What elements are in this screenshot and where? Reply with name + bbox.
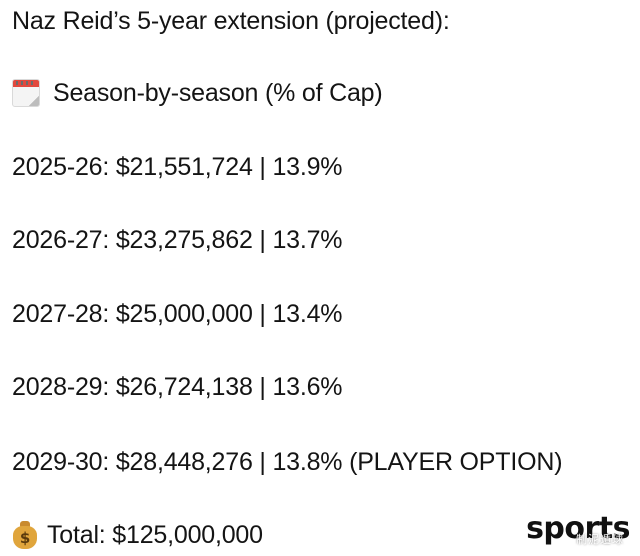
watermark-subtext: 制泥遁球 bbox=[576, 533, 624, 546]
section-label: Season-by-season (% of Cap) bbox=[53, 79, 383, 107]
total-line: $ Total: $125,000,000 bbox=[12, 520, 263, 550]
section-heading: Season-by-season (% of Cap) bbox=[12, 78, 383, 108]
watermark: sports 制泥遁球 bbox=[526, 514, 630, 546]
season-row-2026-27: 2026-27: $23,275,862 | 13.7% bbox=[12, 226, 343, 254]
season-row-2027-28: 2027-28: $25,000,000 | 13.4% bbox=[12, 300, 343, 328]
total-text: Total: $125,000,000 bbox=[47, 521, 263, 549]
season-row-2029-30: 2029-30: $28,448,276 | 13.8% (PLAYER OPT… bbox=[12, 448, 563, 476]
post-title: Naz Reid’s 5-year extension (projected): bbox=[12, 7, 450, 35]
season-row-2025-26: 2025-26: $21,551,724 | 13.9% bbox=[12, 153, 343, 181]
season-row-2028-29: 2028-29: $26,724,138 | 13.6% bbox=[12, 373, 343, 401]
calendar-icon bbox=[12, 79, 40, 107]
money-bag-icon: $ bbox=[12, 520, 38, 550]
watermark-brand: sports bbox=[526, 511, 630, 546]
